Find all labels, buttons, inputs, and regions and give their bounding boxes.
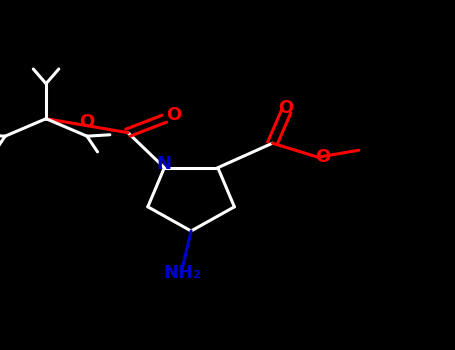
Text: O: O [315,148,330,166]
Text: O: O [278,99,294,117]
Text: NH₂: NH₂ [163,264,201,282]
Text: O: O [166,106,181,124]
Text: N: N [157,155,172,173]
Text: O: O [79,113,95,131]
